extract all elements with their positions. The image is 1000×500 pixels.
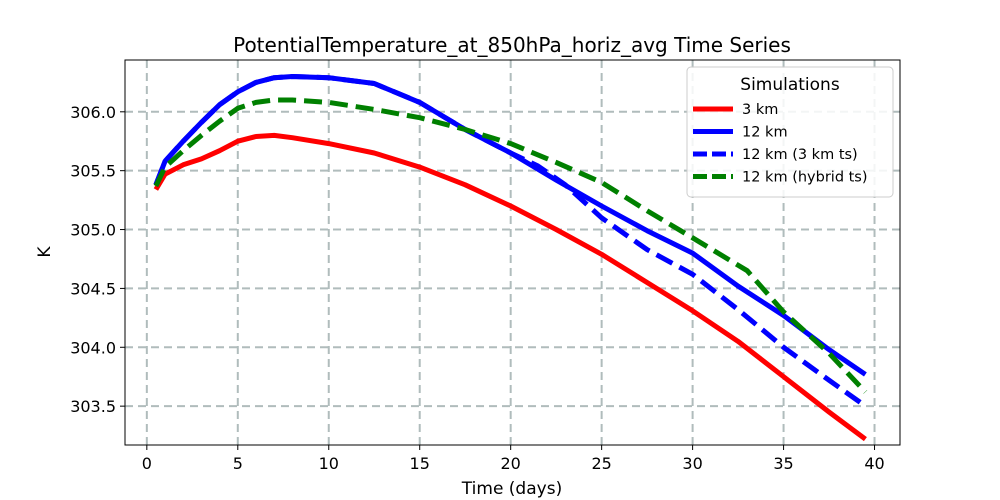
x-tick-label: 5 [233, 454, 243, 473]
y-tick-label: 303.5 [70, 397, 116, 416]
x-tick-label: 15 [410, 454, 430, 473]
y-axis: 303.5 304.0 304.5 305.0 305.5 306.0 [70, 103, 125, 416]
y-axis-label: K [35, 246, 55, 258]
x-tick-label: 35 [773, 454, 793, 473]
y-tick-label: 304.0 [70, 338, 116, 357]
legend-title: Simulations [740, 75, 840, 95]
series-line-0 [153, 132, 867, 442]
series-line-2 [153, 74, 867, 409]
x-axis-label: Time (days) [461, 479, 562, 499]
legend-label: 12 km (3 km ts) [742, 147, 858, 163]
x-tick-label: 40 [864, 454, 884, 473]
legend-box [686, 66, 894, 198]
x-tick-label: 30 [682, 454, 702, 473]
legend-label: 3 km [742, 102, 778, 118]
y-tick-label: 305.5 [70, 162, 116, 181]
x-axis: 0 5 10 15 20 25 30 35 40 [142, 445, 885, 473]
y-tick-label: 304.5 [70, 279, 116, 298]
x-tick-label: 20 [501, 454, 521, 473]
legend-items: 3 km 12 km 12 km (3 km ts) 12 km (hybrid ts… [693, 102, 868, 186]
legend-label: 12 km (hybrid ts) [742, 170, 868, 186]
y-tick-label: 306.0 [70, 103, 116, 122]
x-tick-label: 25 [591, 454, 611, 473]
plot-frame [124, 59, 901, 446]
y-tick-label: 305.0 [70, 221, 116, 240]
x-tick-label: 0 [142, 454, 152, 473]
series-group [153, 74, 868, 442]
x-tick-label: 10 [319, 454, 339, 473]
legend: Simulations 3 km 12 km 12 km (3 km ts) 12 k… [686, 66, 894, 198]
chart-title: PotentialTemperature_at_850hPa_horiz_avg… [233, 33, 791, 57]
series-line-3 [153, 97, 868, 394]
legend-label: 12 km [742, 125, 788, 141]
